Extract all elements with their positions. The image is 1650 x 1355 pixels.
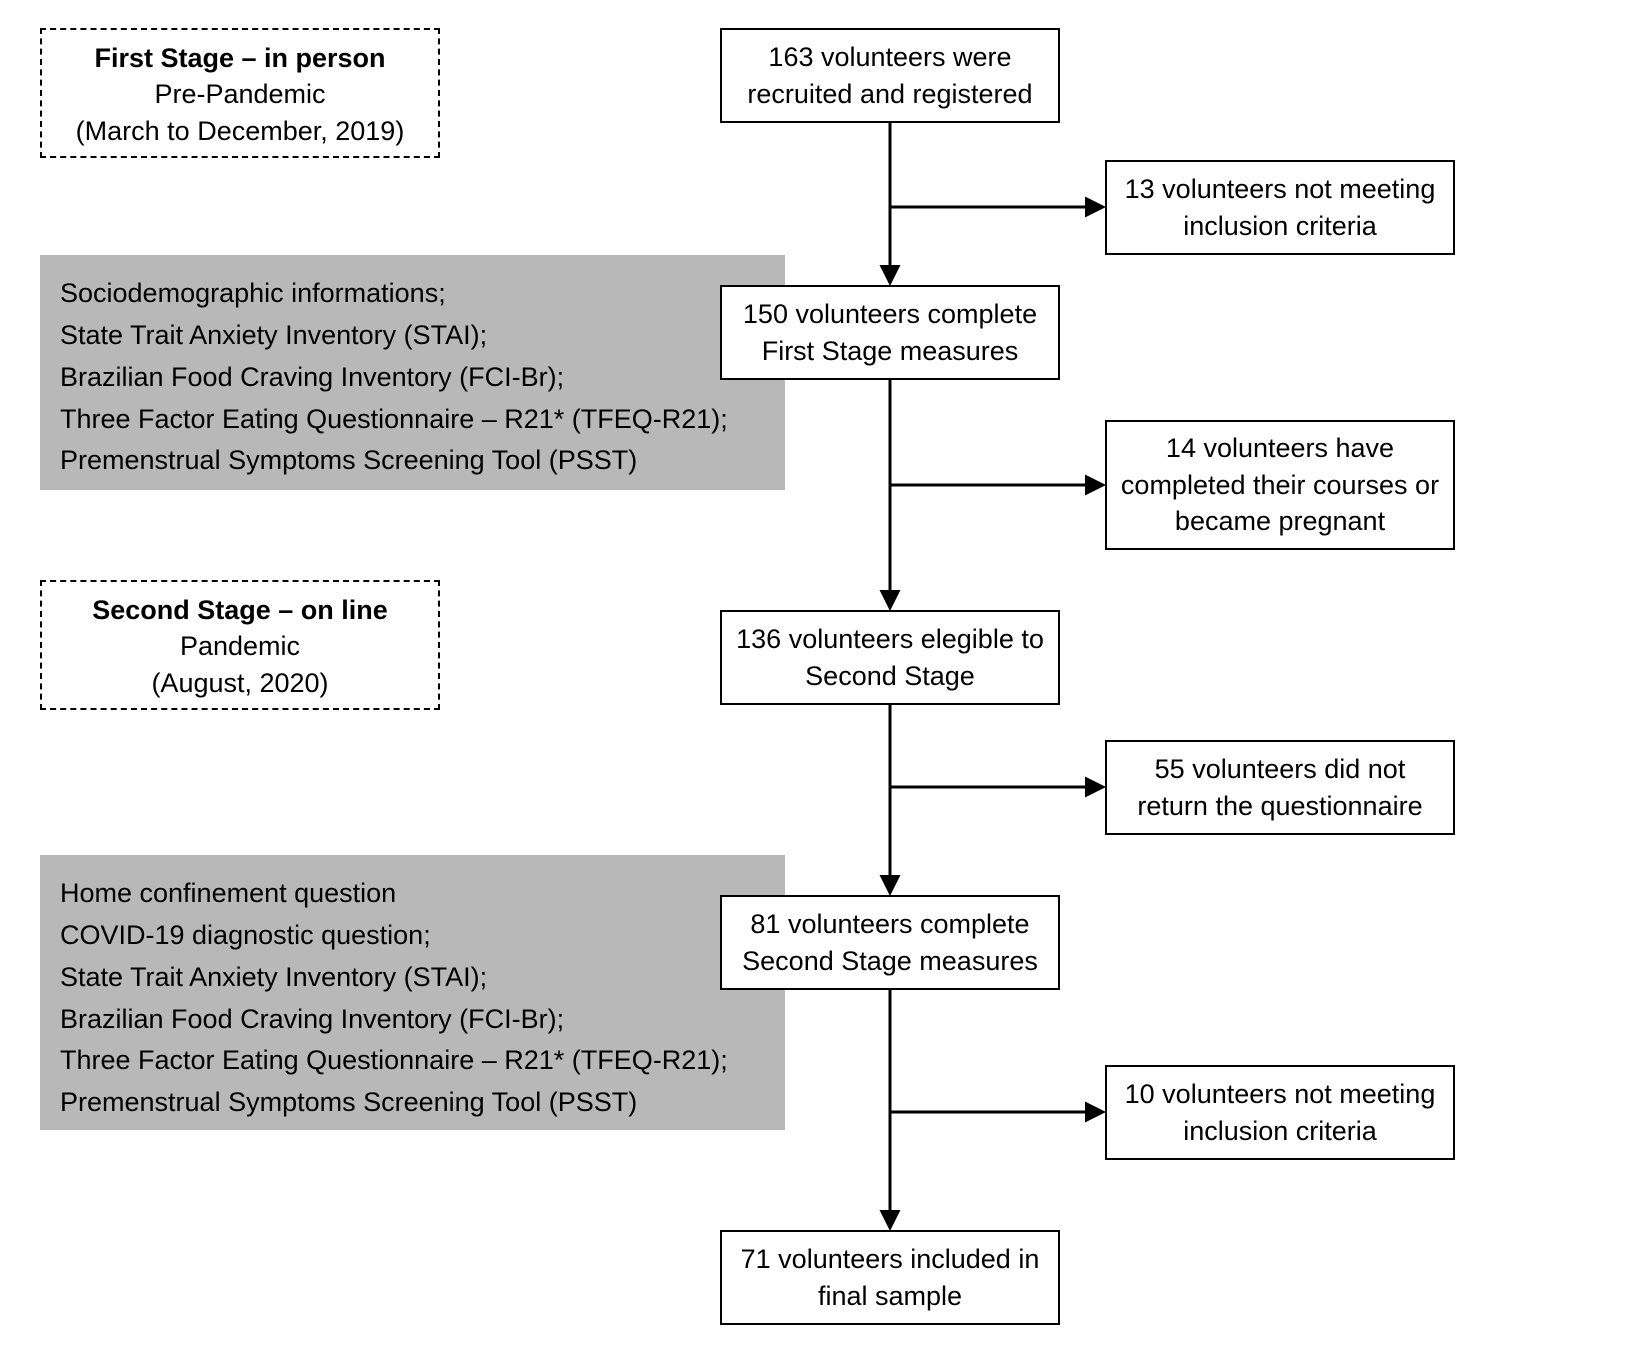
flow-box-c5: 71 volunteers included in final sample: [720, 1230, 1060, 1325]
flowchart-canvas: First Stage – in person Pre-Pandemic (Ma…: [0, 0, 1650, 1355]
flow-box-c3: 136 volunteers elegible to Second Stage: [720, 610, 1060, 705]
stage1-label-box: First Stage – in person Pre-Pandemic (Ma…: [40, 28, 440, 158]
flow-box-c3-text: 136 volunteers elegible to Second Stage: [734, 621, 1046, 694]
flow-box-r4: 10 volunteers not meeting inclusion crit…: [1105, 1065, 1455, 1160]
stage1-measures-lines: Sociodemographic informations;State Trai…: [60, 273, 765, 482]
flow-box-c4-text: 81 volunteers complete Second Stage meas…: [734, 906, 1046, 979]
flow-box-r2-text: 14 volunteers have completed their cours…: [1119, 430, 1441, 539]
flow-box-c2-text: 150 volunteers complete First Stage meas…: [734, 296, 1046, 369]
stage2-sub2: (August, 2020): [151, 668, 328, 698]
stage1-title: First Stage – in person: [94, 43, 385, 73]
stage2-measures-lines: Home confinement questionCOVID-19 diagno…: [60, 873, 765, 1124]
stage2-measures-box: Home confinement questionCOVID-19 diagno…: [40, 855, 785, 1130]
flow-box-c4: 81 volunteers complete Second Stage meas…: [720, 895, 1060, 990]
flow-box-r3-text: 55 volunteers did not return the questio…: [1119, 751, 1441, 824]
flow-box-r1-text: 13 volunteers not meeting inclusion crit…: [1119, 171, 1441, 244]
stage2-sub1: Pandemic: [180, 631, 300, 661]
flow-box-r4-text: 10 volunteers not meeting inclusion crit…: [1119, 1076, 1441, 1149]
stage2-title: Second Stage – on line: [92, 595, 388, 625]
flow-box-r1: 13 volunteers not meeting inclusion crit…: [1105, 160, 1455, 255]
stage2-label-box: Second Stage – on line Pandemic (August,…: [40, 580, 440, 710]
flow-box-c1-text: 163 volunteers were recruited and regist…: [734, 39, 1046, 112]
stage1-sub1: Pre-Pandemic: [154, 79, 325, 109]
flow-box-c2: 150 volunteers complete First Stage meas…: [720, 285, 1060, 380]
stage1-measures-box: Sociodemographic informations;State Trai…: [40, 255, 785, 490]
flow-box-r3: 55 volunteers did not return the questio…: [1105, 740, 1455, 835]
flow-box-c1: 163 volunteers were recruited and regist…: [720, 28, 1060, 123]
flow-box-r2: 14 volunteers have completed their cours…: [1105, 420, 1455, 550]
stage1-sub2: (March to December, 2019): [76, 116, 405, 146]
flow-box-c5-text: 71 volunteers included in final sample: [734, 1241, 1046, 1314]
